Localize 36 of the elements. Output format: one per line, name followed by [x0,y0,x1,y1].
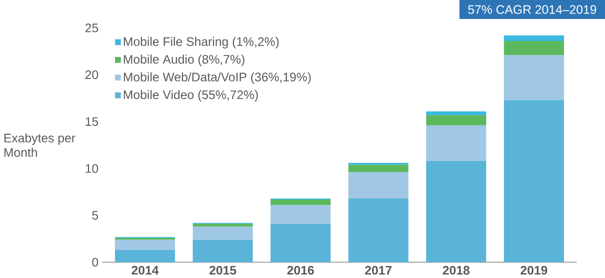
legend-label: Mobile Video (55%,72%) [124,90,258,102]
text: 57% CAGR 2014–2019 [468,5,596,14]
legend-label: Mobile Web/Data/VoIP (36%,19%) [124,72,311,84]
x-tick-label: 2016 [287,266,314,275]
y-tick-label: 25 [85,24,98,32]
x-tick-label: 2015 [209,266,236,275]
bar [270,224,331,262]
x-tick-label: 2017 [365,266,392,275]
bar [504,100,564,262]
x-tick-label: 2019 [520,266,548,275]
bar [504,35,564,42]
x-tick-label: 2018 [442,266,470,275]
bar [192,226,253,240]
y-tick-label: 15 [86,117,98,126]
bar [426,111,486,116]
bar [504,55,564,100]
bar [270,205,331,224]
bar [270,199,331,206]
bar [114,250,176,262]
x-tick-label: 2014 [132,266,159,275]
bar [426,160,486,262]
bar [426,115,486,126]
bar [192,240,253,262]
bar [114,240,176,250]
bar [504,41,564,56]
y-tick-label: 20 [85,70,98,80]
y-tick-label: 5 [92,211,98,220]
y-axis-title: Exabytes per Month [4,133,76,157]
legend-label: Mobile Audio (8%,7%) [124,54,244,66]
bar [348,198,408,262]
y-tick-label: 10 [86,164,98,173]
bar [348,164,408,172]
legend-label: Mobile File Sharing (1%,2%) [124,36,279,48]
bar [348,172,408,198]
bar [426,125,486,161]
y-tick-label: 0 [92,258,98,267]
